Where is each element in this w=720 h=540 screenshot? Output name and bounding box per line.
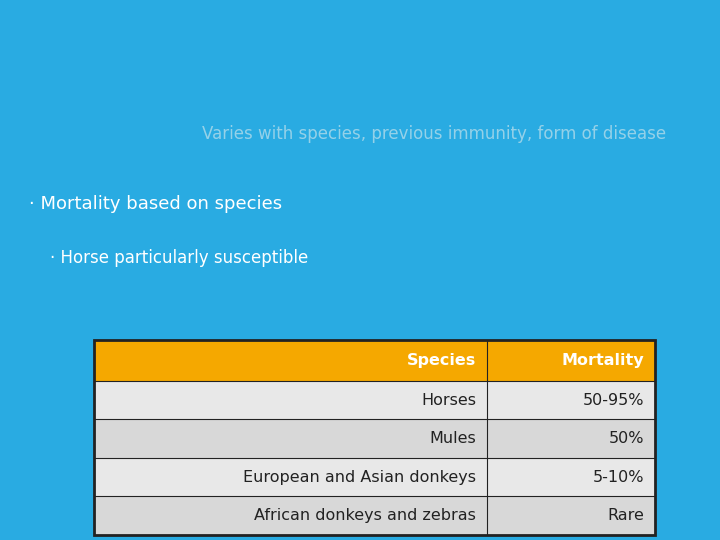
Text: Mortality: Mortality (562, 353, 644, 368)
Text: · Horse particularly susceptible: · Horse particularly susceptible (50, 249, 309, 267)
Text: African donkeys and zebras: African donkeys and zebras (254, 508, 476, 523)
Bar (94, 340, 655, 381)
Text: Mules: Mules (429, 431, 476, 446)
Text: Horses: Horses (421, 393, 476, 408)
Text: Species: Species (407, 353, 476, 368)
Text: 50-95%: 50-95% (583, 393, 644, 408)
Text: 50%: 50% (609, 431, 644, 446)
Bar (94, 496, 655, 535)
Text: MORBIDITY/MORTALITY: MORBIDITY/MORTALITY (36, 75, 509, 109)
Bar (94, 458, 655, 496)
Text: 5-10%: 5-10% (593, 470, 644, 485)
Bar (94, 420, 655, 458)
Bar (94, 381, 655, 420)
Text: Varies with species, previous immunity, form of disease: Varies with species, previous immunity, … (202, 125, 666, 144)
Bar (94, 340, 655, 535)
Text: · Mortality based on species: · Mortality based on species (29, 194, 282, 213)
Text: European and Asian donkeys: European and Asian donkeys (243, 470, 476, 485)
Text: Rare: Rare (608, 508, 644, 523)
